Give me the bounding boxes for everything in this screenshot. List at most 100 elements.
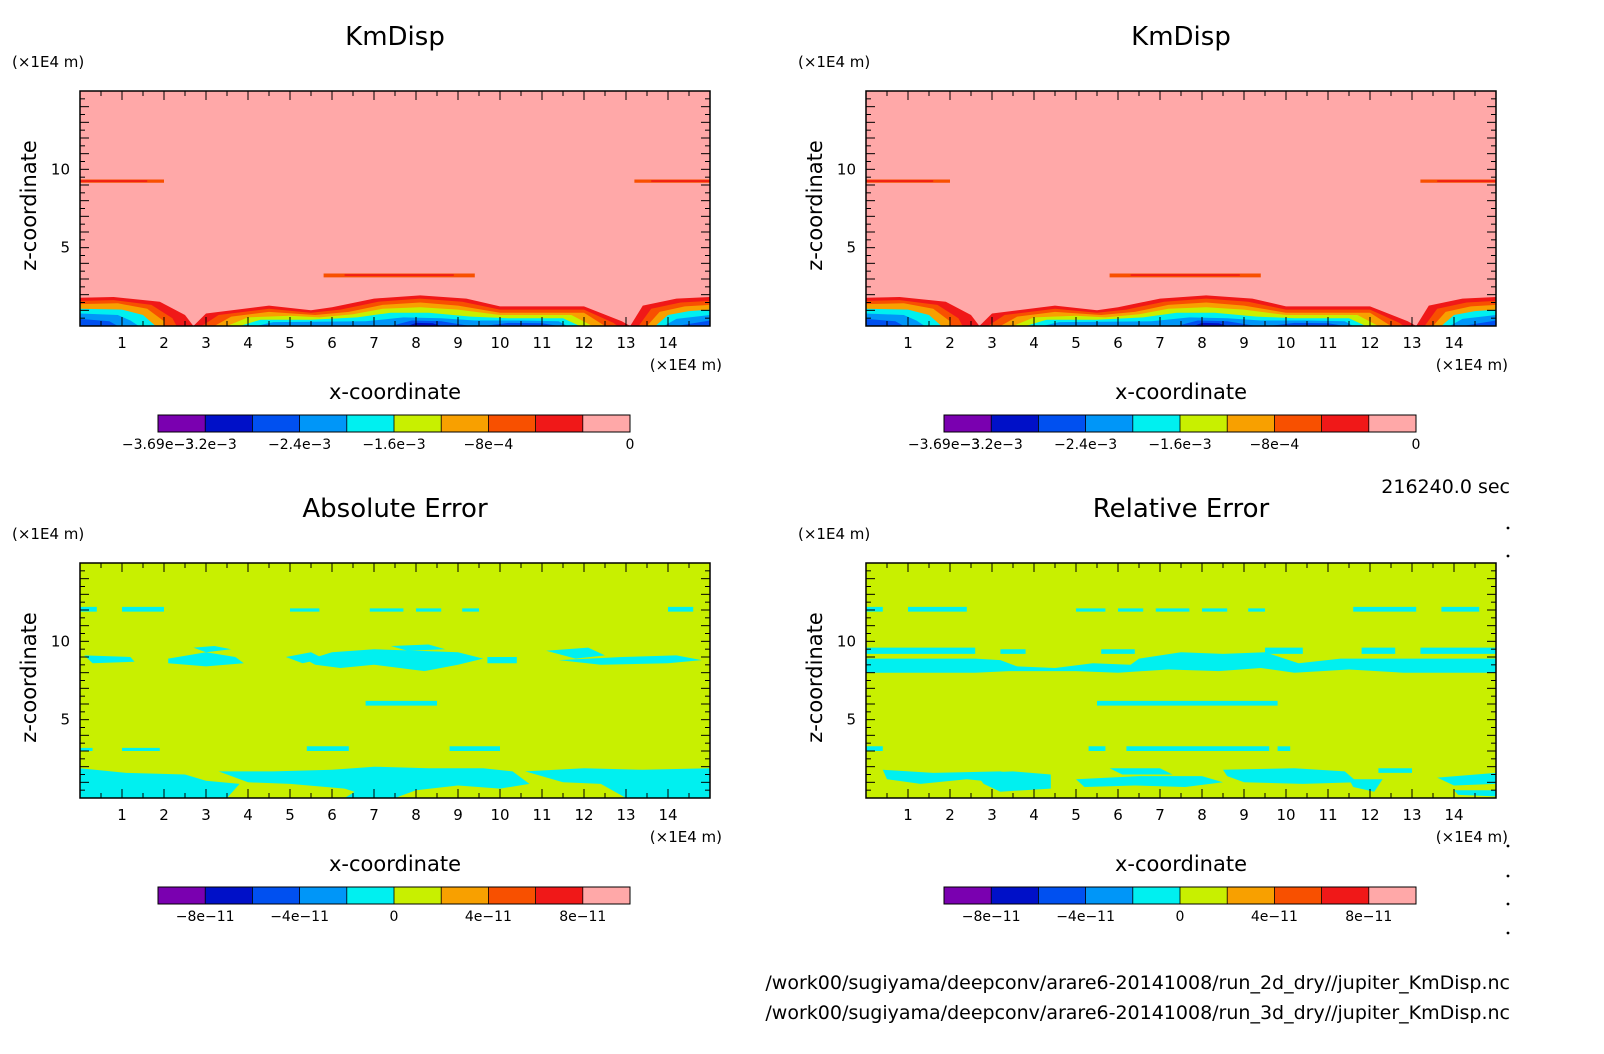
x-axis-label: x-coordinate [1115, 852, 1247, 876]
x-tick-label: 12 [1360, 334, 1379, 352]
colorbar-swatch [944, 887, 992, 904]
x-tick-label: 10 [490, 334, 509, 352]
x-tick-label: 5 [285, 806, 295, 824]
x-axis-label: x-coordinate [329, 380, 461, 404]
x-tick-label: 13 [616, 806, 635, 824]
x-tick-label: 3 [201, 334, 211, 352]
colorbar-label: −2.4e−3 [268, 437, 331, 453]
colorbar-label: 0 [1176, 909, 1185, 925]
colorbar-swatch [205, 415, 253, 432]
colorbar-label: 4e−11 [465, 909, 512, 925]
edge-dot [1506, 931, 1510, 935]
colorbar-swatch [346, 887, 395, 904]
colorbar-swatch [1274, 415, 1323, 432]
contour-region-23 [975, 771, 1051, 792]
colorbar-swatch [1321, 415, 1370, 432]
colorbar-swatch [394, 415, 442, 432]
contour-region-11 [1420, 647, 1496, 654]
x-tick-label: 4 [243, 334, 253, 352]
x-tick-label: 9 [453, 334, 463, 352]
colorbar-swatch [346, 415, 395, 432]
colorbar-swatch [205, 887, 253, 904]
contour-region-20 [306, 746, 349, 751]
colorbar-label: 8e−11 [559, 909, 606, 925]
x-tick-label: 3 [987, 334, 997, 352]
x-tick-label: 7 [369, 334, 379, 352]
contour-regions [80, 179, 710, 326]
edge-dot [1506, 874, 1510, 878]
panel-title: Relative Error [1093, 494, 1270, 524]
colorbar-swatch [1085, 887, 1134, 904]
colorbar-label: −1.6e−3 [1148, 437, 1211, 453]
colorbar-swatch [441, 415, 489, 432]
contour-region-13 [1000, 649, 1026, 654]
colorbar-swatch [1085, 415, 1134, 432]
x-tick-label: 12 [1360, 806, 1379, 824]
contour-region-2 [908, 606, 967, 612]
contour-region-3 [1076, 608, 1106, 612]
colorbar-swatch [488, 887, 537, 904]
contour-region-12 [866, 652, 1496, 673]
x-tick-label: 8 [411, 806, 421, 824]
x-tick-label: 5 [1071, 806, 1081, 824]
footer-line-2: /work00/sugiyama/deepconv/arare6-2014100… [765, 1002, 1510, 1024]
y-axis-label: z-coordinate [803, 612, 827, 743]
contour-region-24 [344, 790, 387, 798]
contour-region-27 [1349, 779, 1383, 792]
panel-3: Absolute Error(×1E4 m)1 2 3 4 5 6 7 8 9 10 11 12 13 1… [12, 494, 722, 925]
edge-dot [1506, 902, 1510, 906]
contour-region-2 [80, 180, 148, 182]
x-tick-label: 1 [117, 334, 127, 352]
contour-region-4 [651, 180, 710, 182]
contour-region-17 [1097, 700, 1278, 706]
colorbar-label: −8e−4 [1249, 437, 1299, 453]
panel-1: KmDisp(×1E4 m)1 2 3 4 5 6 7 8 9 10 11 12 13 14510(×1E… [12, 22, 722, 453]
x-tick-label: 3 [987, 806, 997, 824]
y-unit-label: (×1E4 m) [12, 525, 84, 543]
panel-title: Absolute Error [302, 494, 488, 524]
x-tick-label: 8 [1197, 806, 1207, 824]
x-tick-label: 14 [658, 334, 677, 352]
x-tick-label: 6 [1113, 806, 1123, 824]
colorbar-swatch [1180, 415, 1228, 432]
x-tick-label: 7 [369, 806, 379, 824]
x-tick-label: 2 [159, 806, 169, 824]
colorbar-label: −1.6e−3 [362, 437, 425, 453]
colorbar-swatch [158, 415, 206, 432]
y-tick-label: 5 [60, 711, 70, 729]
y-axis-label: z-coordinate [803, 140, 827, 271]
contour-region-5 [416, 608, 442, 612]
colorbar-label: −3.2e−3 [174, 437, 237, 453]
y-tick-label: 5 [846, 239, 856, 257]
colorbar: −3.69e−3−3.2e−3 −2.4e−3 −1.6e−3 −8e−4 0 [908, 414, 1420, 453]
contour-region-8 [84, 655, 135, 664]
tick-marks [866, 563, 1496, 798]
colorbar-swatch [1321, 887, 1370, 904]
colorbar-label: 0 [390, 909, 399, 925]
contour-regions [866, 179, 1496, 326]
contour-region-6 [344, 274, 454, 276]
contour-region-27 [676, 320, 710, 326]
contour-region-15 [546, 647, 605, 659]
x-tick-label: 2 [159, 334, 169, 352]
contour-region-8 [1353, 606, 1417, 612]
contour-region-6 [1202, 608, 1228, 612]
contour-region-21 [449, 746, 500, 751]
contour-region-7 [1248, 608, 1265, 612]
colorbar-swatch [1227, 415, 1275, 432]
x-tick-label: 4 [1029, 334, 1039, 352]
colorbar-swatch [991, 887, 1039, 904]
colorbar-swatch [535, 415, 584, 432]
contour-region-18 [866, 746, 883, 751]
colorbar: −8e−11 −4e−11 0 4e−11 8e−11 [157, 886, 631, 925]
y-tick-label: 10 [51, 160, 70, 178]
y-tick-label: 5 [846, 711, 856, 729]
x-tick-label: 11 [532, 806, 551, 824]
x-tick-label: 5 [285, 334, 295, 352]
y-unit-label: (×1E4 m) [12, 53, 84, 71]
contour-region-22 [80, 768, 240, 798]
colorbar: −3.69e−3−3.2e−3 −2.4e−3 −1.6e−3 −8e−4 0 [122, 414, 634, 453]
colorbar-label: −4e−11 [270, 909, 329, 925]
tick-marks [866, 91, 1496, 326]
tick-marks [80, 563, 710, 798]
